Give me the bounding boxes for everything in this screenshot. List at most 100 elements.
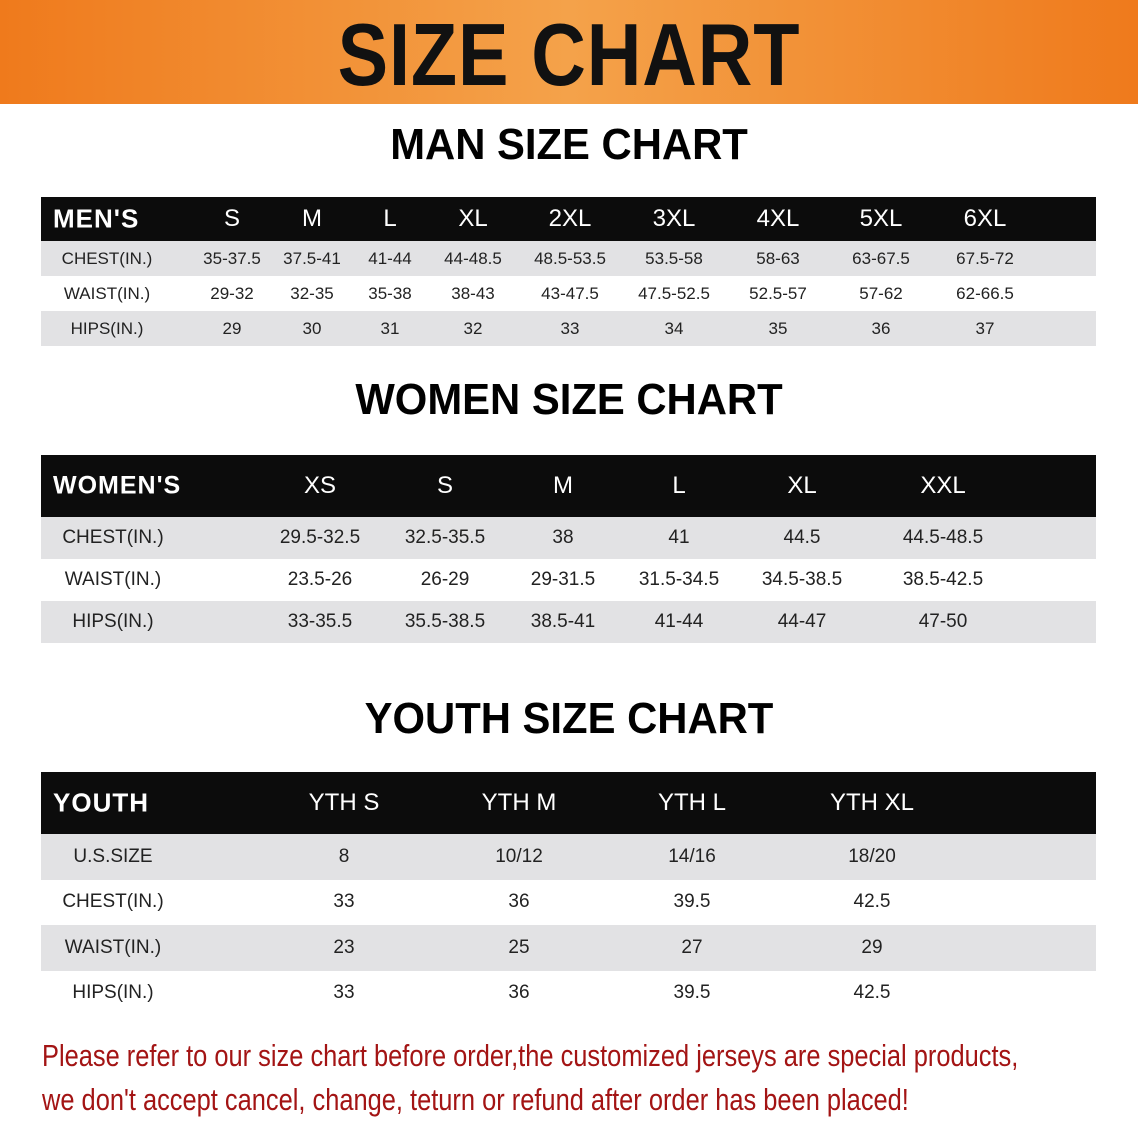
measurement-value: 42.5 (853, 982, 891, 1004)
measurement-value: 44.5-48.5 (902, 527, 984, 548)
size-column-header: XL (458, 205, 488, 232)
measurement-value: 33 (333, 891, 355, 913)
measurement-value: 63-67.5 (852, 248, 910, 268)
measurement-value: 48.5-53.5 (534, 248, 606, 268)
size-column-header: YTH M (481, 789, 557, 816)
measurement-value: 29-31.5 (530, 569, 596, 590)
measurement-value: 29-32 (210, 283, 254, 303)
women-header-label: WOMEN'S (53, 471, 182, 500)
size-column-header: 5XL (859, 205, 903, 232)
size-column-header: L (672, 472, 686, 499)
table-row: HIPS(IN.) 29 30 31 32 33 34 35 36 37 (41, 311, 1096, 346)
measurement-value: 57-62 (859, 283, 903, 303)
measurement-value: 35.5-38.5 (404, 611, 486, 632)
measurement-label: HIPS(IN.) (70, 318, 144, 338)
men-header-label: MEN'S (53, 203, 140, 234)
measurement-value: 30 (302, 318, 322, 338)
measurement-value: 8 (338, 845, 350, 867)
notice-line-1: Please refer to our size chart before or… (42, 1038, 1019, 1073)
measurement-value: 29.5-32.5 (279, 527, 361, 548)
measurement-value: 32.5-35.5 (404, 527, 486, 548)
measurement-value: 38-43 (451, 283, 495, 303)
size-column-header: L (383, 205, 397, 232)
measurement-value: 47.5-52.5 (638, 283, 710, 303)
measurement-value: 37.5-41 (283, 248, 341, 268)
table-row: WAIST(IN.) 23.5-26 26-29 29-31.5 31.5-34.5 34… (41, 559, 1096, 601)
women-section-title: WOMEN SIZE CHART (355, 375, 783, 424)
measurement-value: 35-37.5 (203, 248, 261, 268)
measurement-value: 29 (222, 318, 242, 338)
size-column-header: YTH XL (829, 789, 915, 816)
measurement-value: 18/20 (848, 845, 896, 867)
measurement-value: 33 (333, 982, 355, 1004)
table-row: HIPS(IN.) 33-35.5 35.5-38.5 38.5-41 41-44 44-… (41, 601, 1096, 643)
measurement-label: WAIST(IN.) (64, 569, 162, 590)
measurement-value: 41 (668, 527, 690, 548)
measurement-label: U.S.SIZE (73, 845, 153, 867)
size-column-header: M (553, 472, 573, 499)
measurement-value: 35 (768, 318, 788, 338)
youth-header-label: YOUTH (53, 787, 149, 818)
men-size-table: MEN'S S M L XL 2XL 3XL 4XL 5XL 6XL CHEST(IN.) 35-37… (41, 197, 1096, 346)
measurement-value: 33-35.5 (287, 611, 353, 632)
measurement-value: 34.5-38.5 (761, 569, 843, 590)
measurement-value: 38.5-42.5 (902, 569, 984, 590)
measurement-value: 26-29 (420, 569, 470, 590)
notice-line-2: we don't accept cancel, change, teturn o… (42, 1082, 909, 1117)
measurement-value: 14/16 (668, 845, 716, 867)
measurement-value: 41-44 (654, 611, 704, 632)
size-column-header: S (223, 205, 241, 232)
measurement-value: 23 (333, 936, 355, 958)
measurement-value: 10/12 (495, 845, 543, 867)
measurement-label: CHEST(IN.) (62, 527, 164, 548)
table-row: HIPS(IN.) 33 36 39.5 42.5 (41, 971, 1096, 1017)
size-chart-banner: SIZE CHART (0, 0, 1138, 104)
measurement-value: 44-47 (777, 611, 827, 632)
youth-size-table: YOUTH YTH S YTH M YTH L YTH XL U.S.SIZE 8 10/12… (41, 772, 1096, 1016)
size-column-header: YTH S (308, 789, 380, 816)
size-column-header: 6XL (963, 205, 1007, 232)
measurement-value: 23.5-26 (287, 569, 353, 590)
measurement-value: 44.5 (783, 527, 821, 548)
table-row: CHEST(IN.) 33 36 39.5 42.5 (41, 880, 1096, 926)
measurement-value: 42.5 (853, 891, 891, 913)
table-row: U.S.SIZE 8 10/12 14/16 18/20 (41, 834, 1096, 880)
measurement-value: 27 (681, 936, 703, 958)
banner-title: SIZE CHART (337, 5, 801, 104)
men-section-title: MAN SIZE CHART (390, 120, 748, 169)
women-size-table: WOMEN'S XS S M L XL XXL CHEST(IN.) 29.5-32.5 32.5… (41, 455, 1096, 643)
measurement-value: 52.5-57 (749, 283, 807, 303)
measurement-value: 36 (508, 891, 530, 913)
measurement-value: 39.5 (673, 982, 711, 1004)
measurement-value: 41-44 (368, 248, 412, 268)
measurement-value: 35-38 (368, 283, 412, 303)
measurement-value: 25 (508, 936, 530, 958)
measurement-value: 47-50 (918, 611, 968, 632)
size-column-header: XS (303, 472, 337, 499)
size-column-header: XL (787, 472, 817, 499)
measurement-value: 58-63 (756, 248, 800, 268)
measurement-label: HIPS(IN.) (72, 982, 154, 1004)
size-column-header: 3XL (652, 205, 696, 232)
size-column-header: M (302, 205, 322, 232)
size-column-header: YTH L (657, 789, 727, 816)
measurement-value: 67.5-72 (956, 248, 1014, 268)
size-column-header: XXL (920, 472, 966, 499)
measurement-value: 32-35 (290, 283, 334, 303)
table-row: CHEST(IN.) 35-37.5 37.5-41 41-44 44-48.5 48.5… (41, 241, 1096, 276)
table-row: WAIST(IN.) 29-32 32-35 35-38 38-43 43-47.5 47.… (41, 276, 1096, 311)
men-header-row: MEN'S S M L XL 2XL 3XL 4XL 5XL 6XL (41, 197, 1096, 241)
measurement-value: 44-48.5 (444, 248, 502, 268)
measurement-value: 53.5-58 (645, 248, 703, 268)
size-column-header: S (436, 472, 454, 499)
measurement-value: 33 (560, 318, 580, 338)
measurement-label: WAIST(IN.) (63, 283, 151, 303)
women-header-row: WOMEN'S XS S M L XL XXL (41, 455, 1096, 517)
measurement-value: 31 (380, 318, 400, 338)
size-column-header: 4XL (756, 205, 800, 232)
measurement-value: 38.5-41 (530, 611, 596, 632)
measurement-value: 36 (871, 318, 891, 338)
size-column-header: 2XL (548, 205, 592, 232)
measurement-label: WAIST(IN.) (64, 936, 162, 958)
youth-section-title: YOUTH SIZE CHART (364, 694, 774, 743)
